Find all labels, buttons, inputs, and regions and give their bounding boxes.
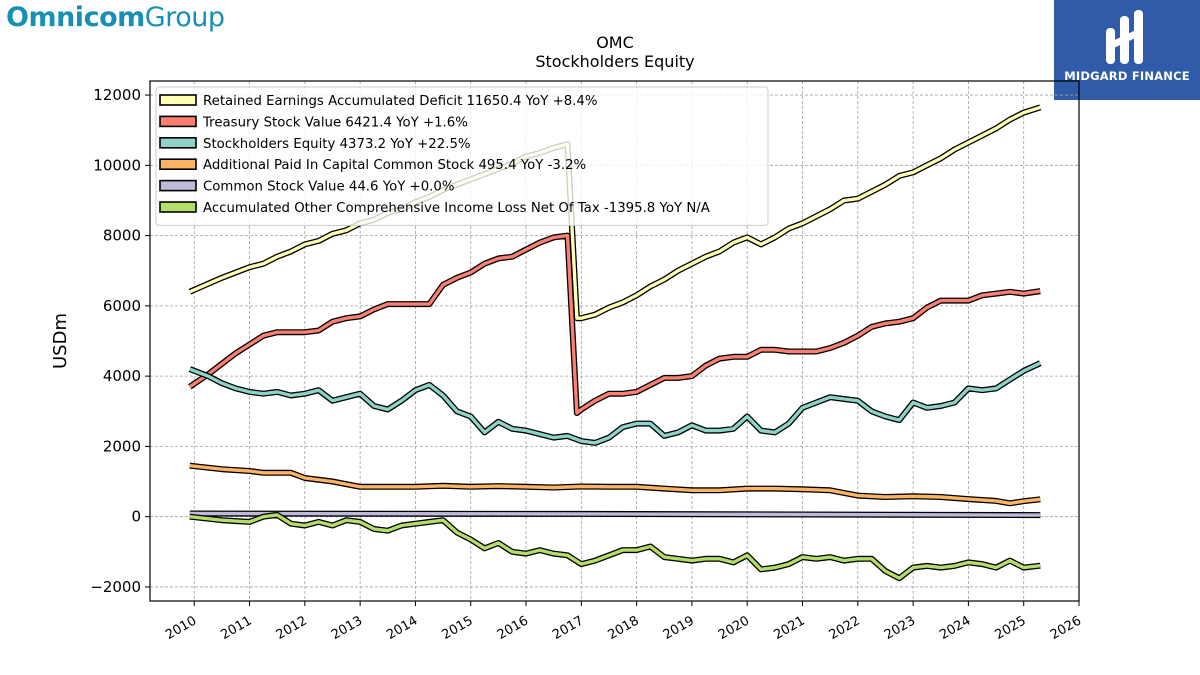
logo-part-group: Group xyxy=(144,2,225,33)
series-line-1 xyxy=(188,233,1041,415)
badge-label: MIDGARD FINANCE xyxy=(1064,69,1190,83)
x-tick-label: 2020 xyxy=(716,613,752,643)
chart-subtitle: Stockholders Equity xyxy=(535,52,694,71)
x-tick-label: 2016 xyxy=(495,613,531,643)
x-tick-label: 2013 xyxy=(329,613,365,643)
x-tick-label: 2023 xyxy=(882,613,918,643)
plot-frame xyxy=(149,80,1080,602)
legend-swatch-5 xyxy=(159,201,197,213)
x-tick-label: 2026 xyxy=(1048,613,1084,643)
x-tick-label: 2021 xyxy=(771,613,807,643)
x-tick-label: 2010 xyxy=(163,613,199,643)
legend-swatch-3 xyxy=(159,158,197,170)
x-tick-label: 2014 xyxy=(384,613,420,643)
legend-label-2: Stockholders Equity 4373.2 YoY +22.5% xyxy=(203,137,471,152)
x-tick-label: 2017 xyxy=(550,613,586,643)
y-axis-label: USDm xyxy=(50,313,71,369)
chart-title: OMC xyxy=(596,33,634,52)
x-tick-label: 2011 xyxy=(218,613,254,643)
legend-label-1: Treasury Stock Value 6421.4 YoY +1.6% xyxy=(202,115,468,130)
series-line-2 xyxy=(189,361,1042,445)
y-tick-label: −2000 xyxy=(90,578,141,596)
legend-swatch-1 xyxy=(159,115,197,128)
y-tick-label: 8000 xyxy=(103,227,141,245)
series-line-3 xyxy=(189,464,1041,505)
y-tick-label: 0 xyxy=(131,508,141,526)
x-axis-ticks: 2010 2011 2012 2013 2014 2015 2016 2017 2018 2019… xyxy=(163,601,1084,643)
legend-label-3: Additional Paid In Capital Common Stock … xyxy=(203,158,586,173)
y-tick-label: 4000 xyxy=(103,367,141,385)
y-tick-label: 12000 xyxy=(93,86,141,104)
legend: Retained Earnings Accumulated Deficit 11… xyxy=(155,86,769,226)
midgard-finance-badge: MIDGARD FINANCE xyxy=(1054,0,1200,100)
legend-swatch-0 xyxy=(159,94,197,106)
x-tick-label: 2015 xyxy=(440,613,476,643)
x-tick-label: 2019 xyxy=(661,613,697,643)
legend-label-0: Retained Earnings Accumulated Deficit 11… xyxy=(203,94,598,109)
x-tick-label: 2025 xyxy=(993,613,1029,643)
y-tick-label: 6000 xyxy=(103,297,141,315)
legend-box xyxy=(155,86,769,226)
logo-part-omnicom: Omnicom xyxy=(6,2,145,33)
series-line-4 xyxy=(189,511,1041,517)
y-axis-ticks: −2000 0 2000 4000 6000 8000 10000 12000 xyxy=(90,86,150,596)
midgard-logo-icon xyxy=(1106,10,1143,64)
y-tick-label: 10000 xyxy=(93,156,141,174)
x-tick-label: 2012 xyxy=(274,613,310,643)
x-tick-label: 2022 xyxy=(827,613,863,643)
legend-swatch-4 xyxy=(159,179,197,192)
legend-label-5: Accumulated Other Comprehensive Income L… xyxy=(203,201,710,216)
x-tick-label: 2018 xyxy=(605,613,641,643)
legend-label-4: Common Stock Value 44.6 YoY +0.0% xyxy=(203,180,454,195)
series-line-5 xyxy=(189,513,1041,580)
legend-swatch-2 xyxy=(159,137,197,149)
y-tick-label: 2000 xyxy=(103,437,141,455)
x-tick-label: 2024 xyxy=(937,613,973,643)
series-layer xyxy=(188,104,1042,582)
omnicom-group-logo: OmnicomGroup xyxy=(6,2,225,34)
